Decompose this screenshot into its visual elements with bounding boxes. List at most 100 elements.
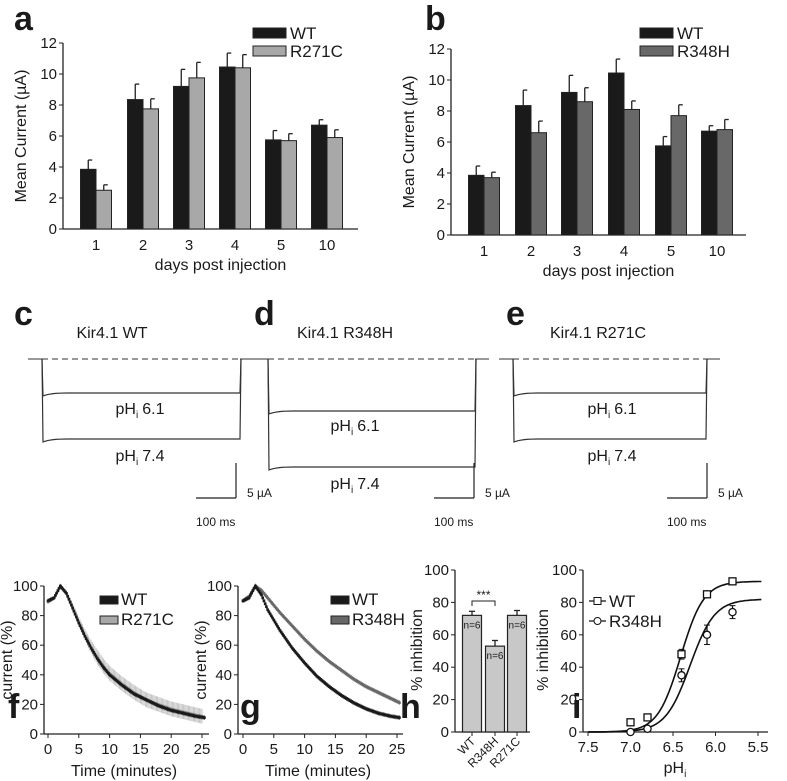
y-axis-label: % inhibition [409,609,426,691]
x-tick-label: 2 [139,237,147,254]
data-point-WT [293,649,297,653]
data-point-WT [57,587,61,590]
data-point-WT [297,654,300,657]
x-tick-label: 4 [231,237,239,254]
data-point-WT [289,645,293,648]
x-tick-label: 5 [75,741,83,758]
data-point-WT [251,589,255,593]
bar-R271C-1 [95,189,112,230]
trace-label-main: pH [116,448,136,465]
y-tick-label: 20 [21,696,38,713]
data-point-WT [75,615,78,619]
trace-label-main: pH [116,401,136,418]
y-axis-label: Mean Current (µA) [13,70,30,203]
data-point-R348H [266,596,269,600]
legend-label: WT [609,592,635,611]
data-point-R348H [278,611,282,614]
y-tick-label: 100 [13,578,38,595]
y-tick-label: 0 [49,221,57,238]
trace-label-main: pH [588,448,608,465]
legend-swatch-R348H [639,45,674,57]
significance-label: *** [476,588,490,602]
y-tick-label: 20 [560,692,577,709]
data-point-R348H [260,589,263,592]
data-point-WT [72,609,76,613]
y-tick-label: 100 [424,562,449,579]
data-point-R348H [626,727,635,737]
data-point-R348H [268,599,272,603]
data-point-WT [107,672,110,675]
legend-swatch-WT [99,595,119,605]
data-point-WT [270,614,273,618]
data-point-R348H [289,623,293,626]
data-point-R348H [294,628,298,632]
data-point-WT [308,666,311,670]
data-point-WT [95,657,99,660]
x-tick-label: 10 [296,741,313,758]
data-point-R348H [265,595,268,598]
data-point-R348H [279,612,283,616]
x-tick-label: 25 [389,741,406,758]
bar-WT-1 [468,174,485,236]
legend-swatch-R348H [330,615,350,625]
bar-WT-3 [173,85,190,230]
data-point-R348H [277,609,281,613]
data-point-WT [76,618,79,622]
current-trace-pH6.1 [41,358,242,397]
data-point-R348H [298,632,301,636]
data-point-WT [272,618,276,622]
data-point-WT [276,624,279,628]
x-axis-label-main: pH [664,760,684,777]
data-point-WT [267,610,271,614]
data-point-WT [77,621,81,625]
data-point-WT [300,658,304,662]
bar-WT-4 [219,66,236,230]
data-point-WT [309,668,313,671]
data-point-WT [97,658,100,662]
data-point-WT [313,672,316,675]
data-point-WT [677,650,686,659]
y-tick-label: 60 [215,637,232,654]
bar-WT-2 [515,105,532,236]
y-tick-label: 8 [437,103,445,120]
data-point-R348H [293,627,297,630]
trace-label-main: pH [588,401,608,418]
x-axis-label-sub: i [684,769,686,780]
data-point-WT [61,587,65,591]
data-point-R348H [297,631,300,634]
data-point-WT [284,637,288,641]
y-tick-label: 6 [49,128,57,145]
y-tick-label: 100 [552,562,577,579]
data-point-WT [303,661,306,665]
y-tick-label: 80 [215,608,232,625]
bar-WT-5 [655,145,672,236]
current-trace-pH6.1 [512,358,708,397]
data-point-WT [268,612,272,616]
x-tick-label: 7.0 [620,739,641,756]
data-point-WT [261,596,265,600]
data-point-WT [281,632,284,636]
data-point-WT [87,642,90,645]
data-point-WT [79,627,83,630]
x-tick-label: 5 [270,741,278,758]
x-tick-label: 1 [92,237,100,254]
scale-bar-current-label: 5 µA [485,486,510,500]
x-tick-label: 10 [101,741,118,758]
y-tick-label: 40 [432,659,449,676]
data-point-WT [82,632,86,635]
trace-label-sub: i [136,410,138,421]
data-point-WT [298,655,301,659]
data-point-R348H [288,621,292,625]
data-point-WT [265,605,268,609]
legend-marker-R348H [593,617,602,625]
time-course-g: 0 20 40 60 80 100 current (%) 0 5 10 15 20 25 Time (m… [193,578,405,780]
data-point-WT [250,591,253,595]
y-tick-label: 60 [432,627,449,644]
trace-label: pHi 7.4 [331,476,380,496]
bar-R271C-3 [188,77,205,230]
bar-R348H-3 [576,101,593,236]
data-point-WT [302,660,305,663]
data-point-R348H [273,605,277,609]
